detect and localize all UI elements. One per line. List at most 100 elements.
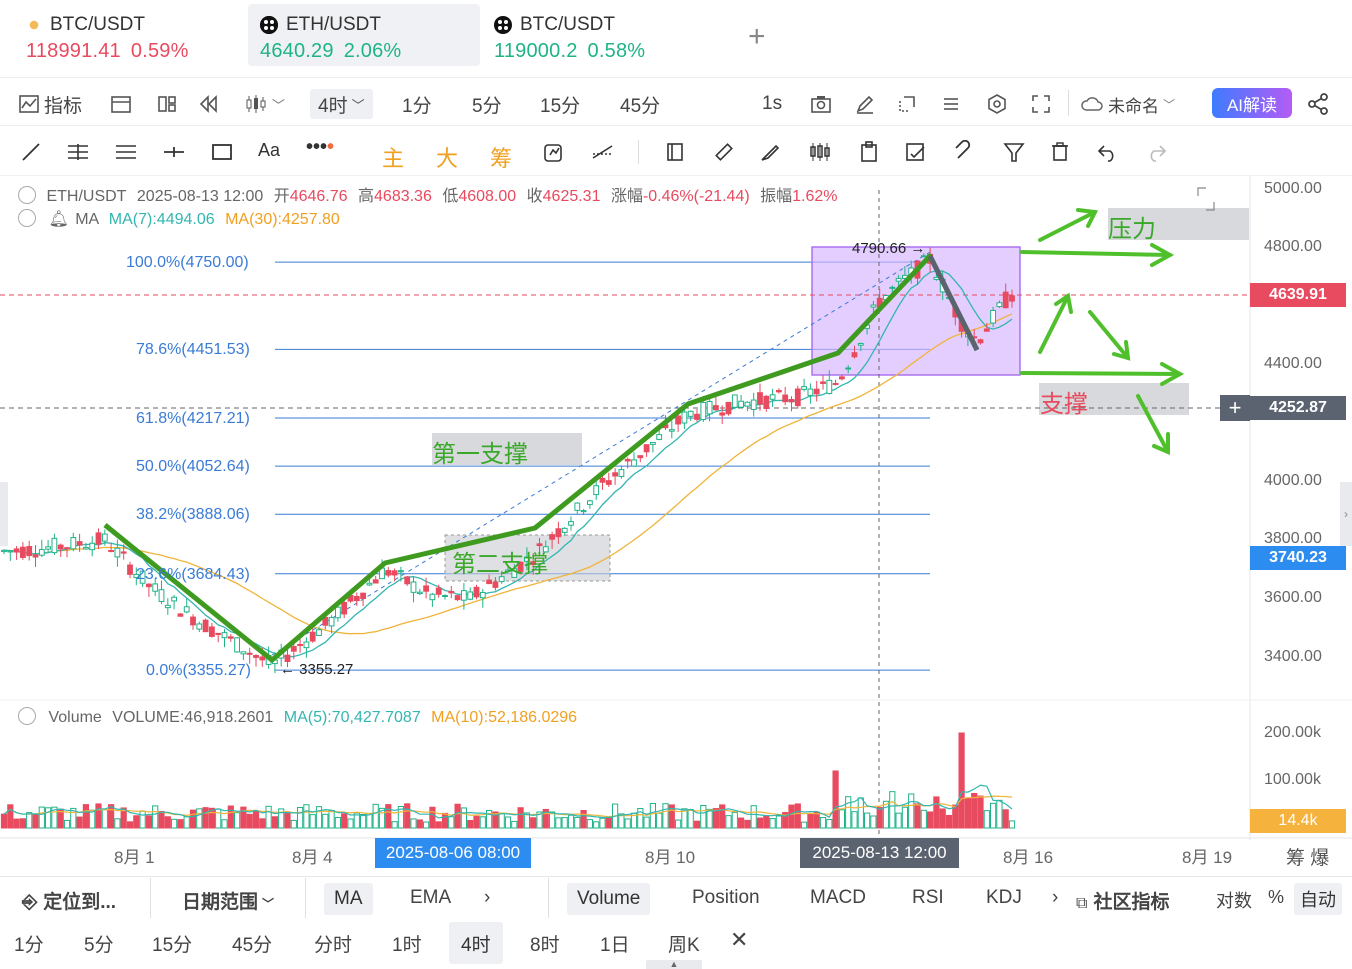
interval-timeline-button[interactable]: 分时 (314, 935, 353, 956)
trend-zigzag[interactable] (103, 253, 980, 663)
collapse-icon[interactable] (18, 209, 36, 227)
cycle-icon[interactable] (542, 140, 566, 164)
community-indicators-button[interactable]: ⧉ 社区指标 (1076, 887, 1169, 914)
layout-name-dropdown[interactable]: 未命名 ﹀ (1080, 89, 1175, 119)
auto-scale-toggle[interactable]: 自动 (1294, 883, 1342, 915)
text-tool[interactable]: Aa (258, 140, 281, 160)
crosshair-plus-icon[interactable]: + (1220, 395, 1250, 421)
ticker-tab-btc-2[interactable]: BTC/USDT 119000.2 0.58% (482, 4, 702, 66)
interval-1m[interactable]: 1分 (402, 95, 432, 117)
interval-45m-button[interactable]: 45分 (232, 935, 273, 956)
filter-icon[interactable] (1002, 140, 1026, 164)
volume-tab[interactable]: Volume (567, 883, 651, 915)
chip-tool[interactable]: 筹 (490, 146, 513, 171)
ai-analysis-button[interactable]: AI解读 (1212, 88, 1292, 118)
brush-icon[interactable] (758, 140, 782, 164)
ma-tab[interactable]: MA (324, 883, 373, 915)
ticker-tab-eth[interactable]: ETH/USDT 4640.29 2.06% (248, 4, 480, 66)
candle-body (851, 352, 858, 358)
calendar-icon[interactable] (110, 89, 132, 119)
ma30-value: MA(30):4257.80 (225, 211, 340, 228)
expand-icon[interactable] (1197, 187, 1215, 211)
big-order-tool[interactable]: 大 (436, 146, 459, 171)
interval-15m[interactable]: 15分 (540, 95, 581, 117)
trend-line-icon[interactable] (20, 141, 42, 163)
price-axis-label: 3600.00 (1264, 589, 1322, 606)
date-range-button[interactable]: 日期范围 ﹀ (182, 887, 274, 914)
interval-5m-button[interactable]: 5分 (84, 935, 114, 956)
ruler-icon[interactable] (712, 140, 736, 164)
candle-body (889, 286, 896, 289)
ticker-tab-btc[interactable]: BTC/USDT 118991.41 0.59% (14, 4, 234, 66)
interval-dropdown[interactable]: 4时 ﹀ (310, 89, 373, 119)
chevron-right-icon[interactable]: › (484, 887, 491, 908)
candle-body (234, 637, 240, 653)
gear-icon[interactable] (986, 89, 1008, 119)
volume-bar (347, 818, 354, 829)
chart-type-button[interactable]: ﹀ (244, 89, 285, 119)
interval-1h-button[interactable]: 1时 (392, 935, 422, 956)
log-scale-toggle[interactable]: 对数 (1216, 891, 1252, 911)
interval-5m[interactable]: 5分 (472, 95, 502, 117)
chevron-right-icon[interactable]: › (1052, 887, 1059, 908)
redo-icon[interactable] (1144, 140, 1168, 164)
interval-15m-button[interactable]: 15分 (152, 935, 193, 956)
collapse-icon[interactable] (18, 186, 36, 204)
candlestick-chart[interactable] (0, 176, 1352, 876)
more-tools-icon[interactable]: •••• (306, 136, 335, 158)
interval-4h-button[interactable]: 4时 (449, 922, 503, 964)
main-force-tool[interactable]: 主 (382, 146, 405, 171)
rectangle-icon[interactable] (210, 141, 234, 163)
candle-body (555, 528, 562, 538)
channel-icon[interactable] (114, 141, 138, 163)
parallel-lines-icon[interactable] (66, 141, 90, 163)
popout-icon[interactable] (896, 89, 918, 119)
position-tab[interactable]: Position (692, 887, 760, 908)
macd-tab[interactable]: MACD (810, 887, 866, 908)
candles-tool-icon[interactable] (808, 140, 832, 164)
collapse-handle-icon[interactable]: ▲ (646, 960, 702, 969)
edit-list-icon[interactable] (904, 140, 928, 164)
trash-icon[interactable] (1048, 140, 1072, 164)
candle-body (845, 367, 852, 370)
camera-icon[interactable] (810, 89, 832, 119)
interval-1d-button[interactable]: 1日 (600, 935, 630, 956)
interval-8h-button[interactable]: 8时 (530, 935, 560, 956)
left-scroll-handle[interactable] (0, 482, 8, 546)
replay-icon[interactable] (198, 89, 220, 119)
undo-icon[interactable] (1096, 140, 1120, 164)
interval-1s[interactable]: 1s (762, 93, 783, 114)
settings-list-icon[interactable] (940, 89, 962, 119)
interval-week-button[interactable]: 周K (668, 935, 700, 956)
collapse-icon[interactable] (18, 707, 36, 725)
bell-icon[interactable]: 🔔︎ (48, 211, 69, 228)
right-scroll-handle[interactable]: › (1340, 482, 1352, 546)
candle-body (227, 636, 234, 639)
kdj-tab[interactable]: KDJ (986, 887, 1022, 908)
percent-scale-toggle[interactable]: % (1268, 887, 1285, 907)
rsi-tab[interactable]: RSI (912, 887, 944, 908)
fib-label-0: 0.0%(3355.27) (146, 662, 251, 679)
layout-icon[interactable] (156, 89, 178, 119)
volume-bar (983, 810, 990, 829)
candle-body (146, 583, 152, 588)
fullscreen-icon[interactable] (1030, 89, 1052, 119)
indicators-button[interactable]: 指标 (18, 89, 82, 119)
ema-tab[interactable]: EMA (410, 887, 452, 908)
measure-icon[interactable] (590, 140, 616, 164)
candle-body (580, 510, 587, 513)
note-icon[interactable] (664, 140, 688, 164)
pen-icon[interactable] (854, 89, 876, 119)
close-icon[interactable]: ✕ (730, 927, 749, 952)
horizontal-line-icon[interactable] (162, 141, 186, 163)
clipboard-icon[interactable] (858, 140, 880, 164)
chart-toolbar: 指标 ﹀ 4时 ﹀ 1分 5分 15分 45分 1s 未命名 ﹀ (0, 80, 1352, 126)
share-icon[interactable] (1306, 89, 1330, 119)
interval-1m-button[interactable]: 1分 (14, 935, 44, 956)
add-tab-icon[interactable]: + (748, 20, 766, 53)
locate-button[interactable]: ⎆ 定位到... (22, 887, 116, 914)
interval-45m[interactable]: 45分 (620, 95, 661, 117)
chip-explode-buttons[interactable]: 筹 爆 (1286, 848, 1330, 869)
candle-body (416, 591, 423, 595)
magnet-icon[interactable] (952, 140, 976, 164)
